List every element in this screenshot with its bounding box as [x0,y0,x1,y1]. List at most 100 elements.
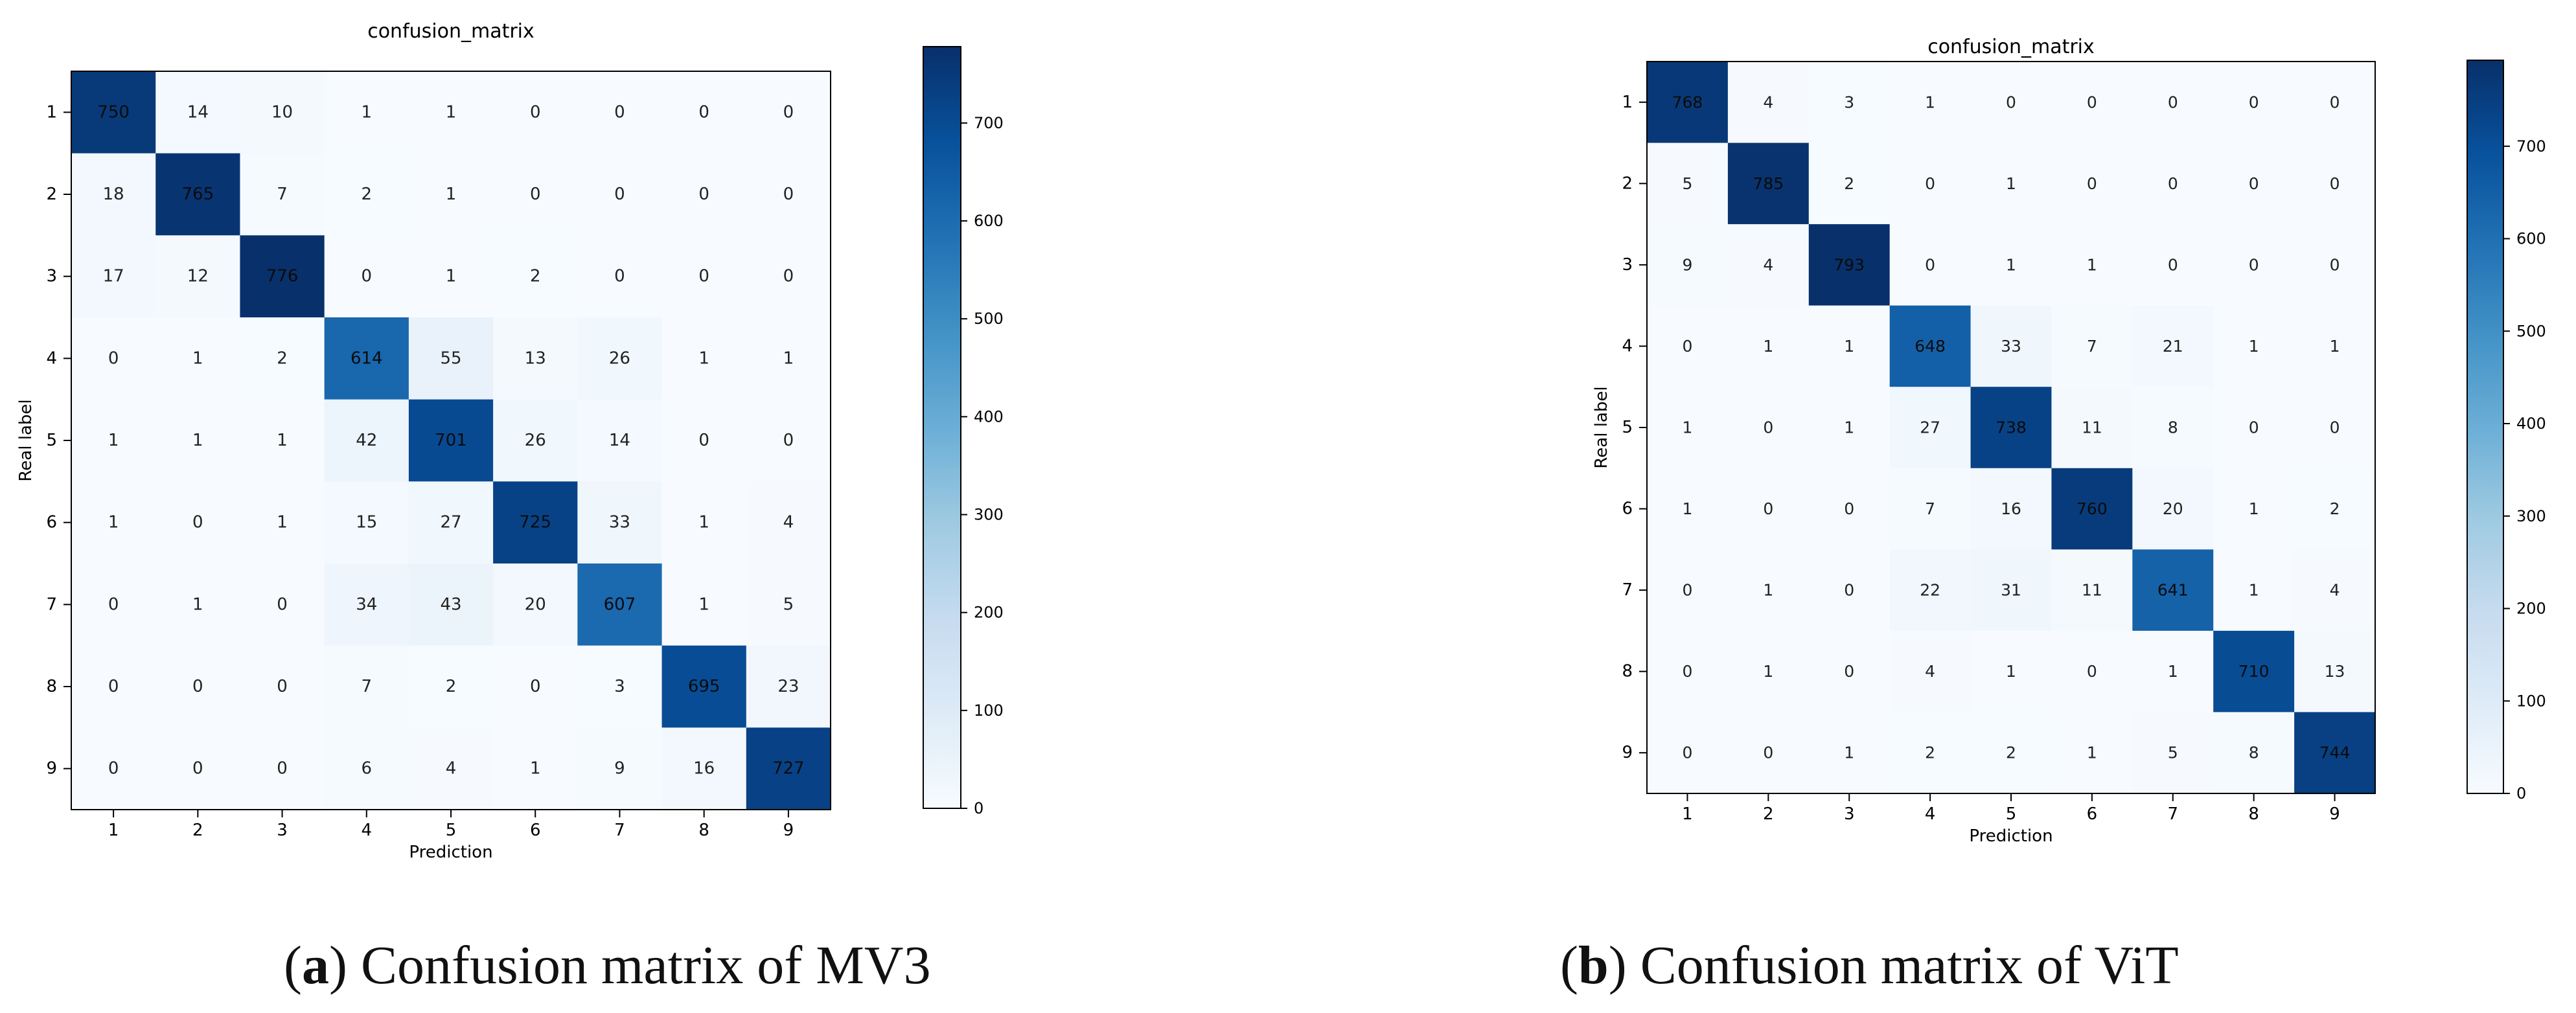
heatmap-cell [577,481,663,564]
heatmap-cell [1889,62,1972,144]
heatmap-cell [408,235,494,318]
heatmap-cell [2132,387,2214,469]
cell-value-label: 42 [356,431,377,450]
cell-value-label: 0 [698,185,709,204]
y-axis-label: Real label [1592,386,1611,468]
heatmap-cell [1727,387,1810,469]
cell-value-label: 0 [108,677,119,696]
heatmap-cell [746,71,831,154]
cell-value-label: 0 [1763,418,1773,437]
colorbar-tick-label: 700 [2516,137,2546,155]
cell-value-label: 1 [2249,337,2259,356]
heatmap-cell [2294,468,2376,550]
heatmap-cell [2294,305,2376,387]
heatmap-cell [1889,549,1972,632]
cell-value-label: 55 [440,348,461,368]
colorbar-tick-label: 500 [2516,322,2546,340]
cell-value-label: 1 [362,102,373,122]
cell-value-label: 14 [187,102,209,122]
cell-value-label: 16 [2001,499,2021,518]
heatmap-cell [324,645,409,728]
heatmap-cell [1889,305,1972,387]
cell-value-label: 0 [1925,174,1935,193]
heatmap-cell [1970,305,2052,387]
heatmap-cell [2132,142,2214,225]
cell-value-label: 768 [1672,93,1703,111]
heatmap-cell [1727,630,1810,712]
cell-value-label: 0 [2249,174,2259,193]
x-tick-label: 4 [362,821,373,840]
cell-value-label: 1 [2087,744,2097,762]
cell-value-label: 1 [2006,174,2016,193]
heatmap-cell [240,71,325,154]
heatmap-cell [71,235,156,318]
heatmap-cell [240,727,325,810]
heatmap-cell [1808,387,1891,469]
cell-value-label: 1 [698,348,709,368]
heatmap-cell [324,153,409,236]
x-tick-label: 4 [1925,804,1936,824]
cell-value-label: 0 [2168,93,2178,111]
cell-value-label: 3 [1844,93,1854,111]
heatmap-cell [71,645,156,728]
heatmap-cell [155,481,240,564]
heatmap-cell [746,645,831,728]
heatmap-cell [1889,712,1972,794]
heatmap-cell [2213,142,2295,225]
cell-value-label: 11 [2082,418,2102,437]
heatmap-cell [1647,468,1729,550]
cell-value-label: 8 [2168,418,2178,437]
cell-value-label: 0 [1763,744,1773,762]
caption-b: (b) Confusion matrix of ViT [1560,935,2179,996]
heatmap-cell [324,235,409,318]
cell-value-label: 2 [530,267,541,286]
cell-value-label: 1 [446,185,457,204]
heatmap-cell [2051,224,2133,306]
cell-value-label: 1 [108,513,119,532]
y-tick-label: 8 [1622,662,1633,681]
cell-value-label: 1 [1682,418,1692,437]
cell-value-label: 776 [266,267,299,286]
cell-value-label: 695 [688,677,720,696]
heatmap-cell [324,71,409,154]
heatmap-cell [1727,549,1810,632]
cell-value-label: 11 [2082,581,2102,600]
cell-value-label: 648 [1915,337,1946,356]
cell-value-label: 23 [777,677,799,696]
cell-value-label: 0 [277,595,288,614]
cell-value-label: 20 [525,595,546,614]
colorbar [923,46,961,809]
heatmap-cell [1889,387,1972,469]
cell-value-label: 0 [783,431,794,450]
cell-value-label: 4 [783,513,794,532]
caption-a-letter: a [301,935,329,996]
cell-value-label: 1 [2006,255,2016,274]
heatmap-cell [1970,62,2052,144]
x-tick-label: 8 [698,821,709,840]
cell-value-label: 1 [277,513,288,532]
cell-value-label: 34 [356,595,377,614]
cell-value-label: 1 [1844,418,1854,437]
heatmap-cell [240,481,325,564]
heatmap-cell [71,481,156,564]
heatmap-cell [2294,62,2376,144]
heatmap-cell [240,235,325,318]
heatmap-cell [1889,630,1972,712]
colorbar-tick-label: 100 [974,701,1004,720]
y-tick-label: 1 [1622,93,1633,112]
heatmap-cell [2132,468,2214,550]
heatmap-cell [155,727,240,810]
cell-value-label: 33 [609,513,630,532]
heatmap-cell [661,235,747,318]
y-tick-label: 3 [46,267,57,286]
cell-value-label: 2 [1925,744,1935,762]
heatmap-cell [2051,62,2133,144]
heatmap-cell [155,317,240,400]
heatmap-cell [71,153,156,236]
cell-value-label: 10 [271,102,293,122]
cell-value-label: 26 [525,431,546,450]
heatmap-cell [2213,549,2295,632]
heatmap-cell [2132,630,2214,712]
cell-value-label: 15 [356,513,377,532]
cell-value-label: 5 [1682,174,1692,193]
